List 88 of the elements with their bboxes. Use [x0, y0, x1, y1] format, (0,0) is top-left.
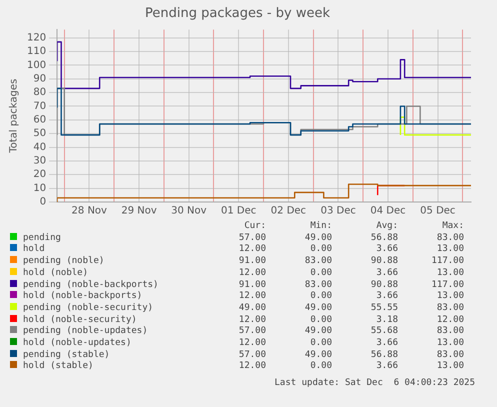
legend-label: hold (noble-security)	[22, 314, 138, 326]
legend-label: pending (noble)	[22, 256, 106, 268]
y-tick-label: 40	[33, 142, 46, 153]
text: 56.88	[370, 232, 398, 244]
legend-label: pending (noble-updates)	[22, 326, 149, 338]
text: 117.00	[430, 280, 464, 291]
y-tick-label: 60	[33, 114, 46, 126]
text: 12.00	[238, 291, 266, 303]
y-tick-label: 30	[33, 156, 46, 167]
text: Avg:	[375, 221, 398, 233]
legend-label: pending (stable)	[22, 350, 111, 361]
text: Last update: Sat Dec 6 04:00:23 2025	[274, 378, 475, 388]
y-axis-title: Total packages	[8, 78, 20, 154]
text: 0.00	[309, 291, 332, 303]
text: 3.66	[375, 244, 398, 256]
y-tick-label: 20	[33, 169, 46, 180]
text: 0.00	[309, 338, 332, 350]
text: 83.00	[436, 232, 464, 244]
text: 56.88	[370, 350, 398, 361]
text: Cur:	[243, 221, 266, 233]
text: 3.66	[375, 338, 398, 350]
legend-label: pending (noble-security)	[22, 302, 154, 315]
text: 55.55	[370, 302, 398, 315]
text: 83.00	[436, 350, 464, 361]
y-tick-label: 50	[33, 128, 46, 140]
text: 83.00	[304, 280, 332, 291]
text: Min:	[309, 221, 332, 233]
y-tick-label: 10	[33, 182, 46, 194]
text: 12.00	[238, 314, 266, 326]
y-tick-label: 100	[26, 60, 46, 71]
text: 12.00	[238, 244, 266, 256]
text: 91.00	[238, 280, 266, 291]
text: 49.00	[304, 350, 332, 361]
text: 0.00	[309, 361, 332, 374]
text: 49.00	[304, 232, 332, 244]
text: 57.00	[238, 326, 266, 338]
text: 13.00	[436, 361, 464, 374]
y-tick-label: 70	[33, 100, 46, 112]
x-tick-label: 02 Dec	[270, 206, 306, 217]
text: 13.00	[436, 268, 464, 280]
text: 57.00	[238, 232, 266, 244]
text: 3.18	[375, 314, 398, 326]
text: 49.00	[304, 302, 332, 315]
x-tick-label: 03 Dec	[320, 206, 356, 217]
chart-title: Pending packages - by week	[145, 6, 330, 22]
text: 12.00	[238, 268, 266, 280]
text: 49.00	[304, 326, 332, 338]
legend-label: hold	[22, 244, 46, 256]
x-tick-label: 29 Nov	[121, 206, 157, 217]
text: 83.00	[436, 302, 464, 315]
text: 13.00	[436, 244, 464, 256]
text: 13.00	[436, 291, 464, 303]
y-tick-label: 80	[33, 87, 46, 98]
legend-label: hold (noble)	[22, 268, 90, 280]
text: 83.00	[304, 256, 332, 268]
text: 91.00	[238, 256, 266, 268]
text: 0.00	[309, 268, 332, 280]
text: 55.68	[370, 326, 398, 338]
y-tick-label: 90	[33, 73, 46, 84]
legend-label: hold (noble-updates)	[22, 338, 132, 350]
x-tick-label: 30 Nov	[171, 206, 207, 217]
x-tick-label: 05 Dec	[420, 206, 456, 217]
text: 3.66	[375, 361, 398, 374]
legend-label: hold (noble-backports)	[22, 291, 144, 303]
text: 12.00	[238, 338, 266, 350]
y-tick-label: 120	[26, 32, 46, 44]
x-tick-label: 01 Dec	[220, 206, 256, 217]
legend-label: pending	[22, 232, 62, 244]
text: 12.00	[436, 314, 464, 326]
text: 90.88	[370, 280, 398, 291]
text: 90.88	[370, 256, 398, 268]
text: 83.00	[436, 326, 464, 338]
y-tick-label: 110	[26, 46, 46, 58]
text: 3.66	[375, 291, 398, 303]
text: Max:	[441, 221, 464, 233]
text: 13.00	[436, 338, 464, 350]
text: 49.00	[238, 302, 266, 315]
text: 0.00	[309, 244, 332, 256]
x-tick-label: 28 Nov	[72, 206, 108, 217]
text: 117.00	[430, 256, 464, 268]
text: 12.00	[238, 361, 266, 374]
text: 0.00	[309, 314, 332, 326]
text: 3.66	[375, 268, 398, 280]
legend-label: pending (noble-backports)	[22, 280, 160, 291]
y-tick-label: 0	[40, 196, 46, 208]
x-tick-label: 04 Dec	[370, 206, 406, 217]
legend-label: hold (stable)	[22, 361, 94, 374]
text: 57.00	[238, 350, 266, 361]
